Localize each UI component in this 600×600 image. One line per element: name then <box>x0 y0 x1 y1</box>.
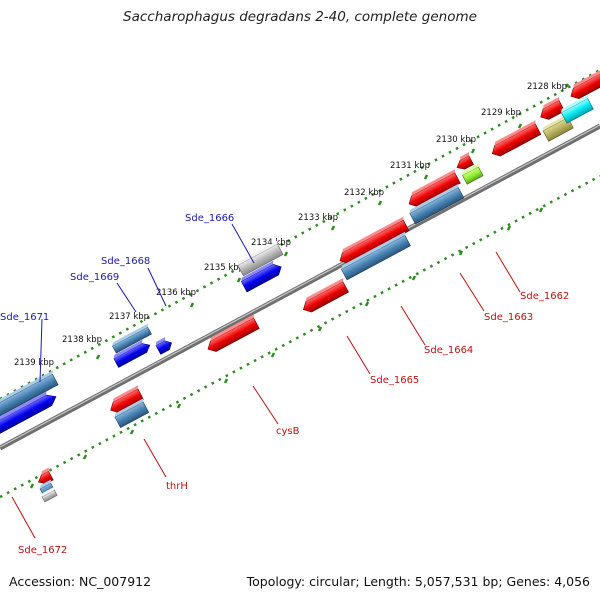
gene-feature[interactable] <box>236 240 285 277</box>
tick-label: 2134 kbp <box>251 238 291 248</box>
tick-mark <box>538 207 544 213</box>
tick-mark <box>129 429 135 435</box>
gene-label[interactable]: Sde_1668 <box>101 256 150 267</box>
gene-feature[interactable] <box>408 183 465 225</box>
tick-mark <box>189 302 195 308</box>
tick-mark <box>176 403 182 409</box>
accession-text: Accession: NC_007912 <box>9 574 152 589</box>
gene-feature[interactable] <box>41 486 59 503</box>
tick-label: 2131 kbp <box>390 161 430 171</box>
gene-label[interactable]: thrH <box>166 481 188 492</box>
gene-label[interactable]: Sde_1666 <box>185 213 234 224</box>
inner-ruler-line <box>0 174 600 499</box>
label-leader <box>495 251 521 293</box>
genome-backbone-highlight <box>0 124 600 448</box>
gene-label[interactable]: cysB <box>276 426 300 437</box>
tick-mark <box>223 378 229 384</box>
gene-feature[interactable] <box>488 120 543 159</box>
tick-label: 2139 kbp <box>14 358 54 368</box>
gene-feature[interactable] <box>111 323 153 354</box>
tick-mark <box>506 225 512 231</box>
tick-mark <box>29 483 35 489</box>
tick-label: 2128 kbp <box>527 82 567 92</box>
tick-mark <box>82 454 88 460</box>
tick-label: 2136 kbp <box>156 288 196 298</box>
tick-mark <box>517 123 523 129</box>
label-leader <box>116 282 137 313</box>
map-title: Saccharophagus degradans 2-40, complete … <box>123 9 477 25</box>
gene-feature[interactable] <box>155 336 174 355</box>
forward-strand <box>0 240 285 435</box>
kbp-ruler-line <box>0 68 600 401</box>
gene-feature[interactable] <box>536 96 566 123</box>
tick-label: 2138 kbp <box>62 335 102 345</box>
kbp-ruler: 2128 kbp 2129 kbp 2130 kbp 2131 kbp 2132… <box>0 68 600 401</box>
gene-feature[interactable] <box>0 389 59 435</box>
tick-mark <box>377 200 383 206</box>
label-leader <box>231 223 255 264</box>
tick-mark <box>458 250 464 256</box>
tick-mark <box>330 225 336 231</box>
label-leader <box>11 496 36 539</box>
tick-mark <box>411 275 417 281</box>
label-leader <box>400 305 426 346</box>
tick-mark <box>470 148 476 154</box>
label-leader <box>147 267 167 307</box>
gene-feature[interactable] <box>0 370 60 419</box>
tick-mark <box>283 251 289 257</box>
gene-feature[interactable] <box>204 314 261 354</box>
gene-feature[interactable] <box>240 259 284 293</box>
tick-label: 2135 kbp <box>204 263 244 273</box>
tick-label: 2129 kbp <box>481 108 521 118</box>
label-leader <box>143 438 167 478</box>
gene-label[interactable]: Sde_1671 <box>0 312 49 323</box>
gene-label[interactable]: Sde_1662 <box>520 291 569 302</box>
tick-mark <box>95 354 101 360</box>
gene-feature[interactable] <box>461 163 485 185</box>
reverse-strand <box>38 68 600 503</box>
gene-label[interactable]: Sde_1669 <box>70 272 119 283</box>
label-leader <box>39 318 43 383</box>
gene-feature[interactable] <box>299 278 350 315</box>
gene-feature[interactable] <box>567 68 600 101</box>
tick-label: 2137 kbp <box>109 312 149 322</box>
gene-feature[interactable] <box>542 113 576 142</box>
inner-ruler <box>0 174 600 499</box>
tick-mark <box>317 326 323 332</box>
genome-backbone <box>0 123 600 451</box>
tick-mark <box>564 83 570 88</box>
tick-mark <box>364 301 370 307</box>
reverse-gene-labels: Sde_1662 Sde_1663 Sde_1664 Sde_1665 cysB… <box>11 251 569 556</box>
gene-label[interactable]: Sde_1663 <box>484 312 533 323</box>
gene-feature[interactable] <box>340 231 412 281</box>
tick-label: 2133 kbp <box>298 213 338 223</box>
gene-feature[interactable] <box>560 94 595 124</box>
gene-feature[interactable] <box>112 338 152 368</box>
gene-label[interactable]: Sde_1665 <box>370 375 419 386</box>
tick-label: 2130 kbp <box>436 135 476 145</box>
tick-label: 2132 kbp <box>344 188 384 198</box>
gene-label[interactable]: Sde_1672 <box>18 545 67 556</box>
tick-mark <box>270 352 276 358</box>
label-leader <box>459 272 485 312</box>
gene-feature[interactable] <box>453 152 475 172</box>
label-leader <box>346 335 371 375</box>
tick-mark <box>236 277 242 283</box>
topology-text: Topology: circular; Length: 5,057,531 bp… <box>246 574 590 589</box>
tick-mark <box>423 174 429 180</box>
forward-gene-labels: Sde_1666 Sde_1668 Sde_1669 Sde_1671 <box>0 213 255 383</box>
label-leader <box>252 385 279 425</box>
gene-label[interactable]: Sde_1664 <box>424 345 473 356</box>
gene-feature[interactable] <box>113 398 150 428</box>
